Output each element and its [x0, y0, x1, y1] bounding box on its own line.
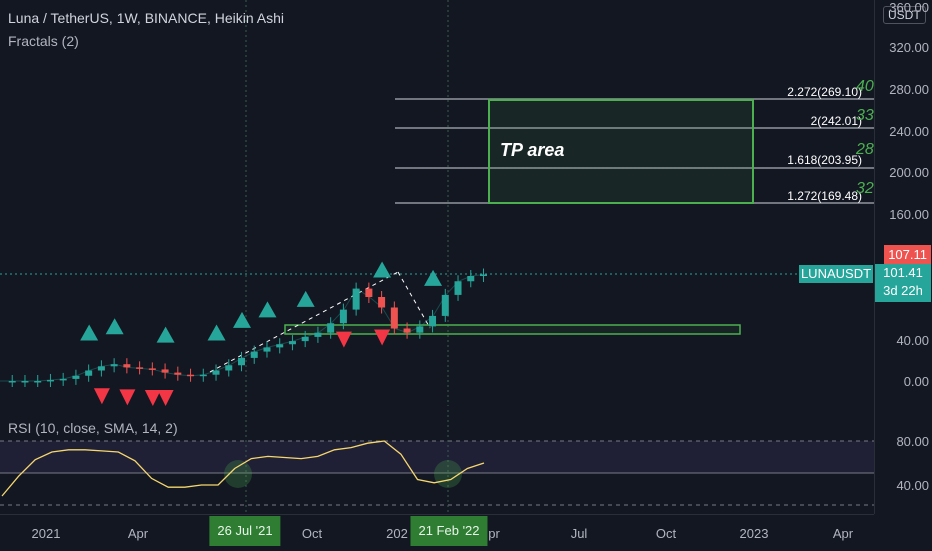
price-label-0: 0.00 [903, 374, 929, 389]
fractal-up-marker [258, 301, 277, 318]
fib-label-1618: 1.618(203.95) [787, 153, 862, 167]
last-price-value: 101.41 [883, 265, 923, 280]
rsi-line-group [1, 440, 485, 497]
rsi-label-40: 40.00 [896, 478, 929, 493]
price-label-40: 40.00 [896, 333, 929, 348]
fib-count-2: 33 [856, 107, 874, 124]
fib-count-4: 32 [856, 180, 874, 197]
price-label-200: 200.00 [889, 165, 929, 180]
fractal-up-marker [80, 324, 99, 341]
fractal-up-marker [156, 326, 175, 343]
fib-label-1272: 1.272(169.48) [787, 189, 862, 203]
chart-title[interactable]: Luna / TetherUS, 1W, BINANCE, Heikin Ash… [8, 10, 284, 26]
fractal-down-marker [119, 389, 136, 406]
rsi-background [0, 410, 874, 514]
fractals-down-group [93, 329, 391, 406]
trend-line-down [397, 271, 431, 329]
fractal-down-marker [335, 331, 352, 348]
last-price-badge: 101.41 3d 22h [875, 264, 931, 302]
fractal-up-marker [424, 269, 443, 286]
fractals-up-group [80, 261, 443, 343]
rsi-line [1, 440, 485, 497]
rsi-highlight-2 [434, 460, 462, 488]
fractal-down-marker [93, 388, 110, 405]
time-label-oct-2: Oct [655, 526, 677, 541]
fractal-up-marker [296, 290, 315, 307]
fib-count-3: 28 [856, 141, 874, 158]
time-label-oct: Oct [301, 526, 323, 541]
fractal-up-marker [207, 324, 226, 341]
rsi-label-80: 80.00 [896, 434, 929, 449]
price-label-160: 160.00 [889, 207, 929, 222]
time-tag-jul21: 26 Jul '21 [209, 516, 281, 546]
time-label-2021: 2021 [31, 526, 61, 541]
main-chart-pane[interactable]: TP area 2.272(269.10) 2(242.01) 1.618(20… [0, 0, 874, 406]
price-label-360: 360.00 [889, 0, 929, 15]
time-tag-feb22: 21 Feb '22 [410, 516, 488, 546]
fractal-up-marker [105, 318, 124, 335]
time-label-apr: Apr [127, 526, 149, 541]
time-label-2022-partial: 202 [386, 526, 408, 541]
rsi-pane[interactable] [0, 410, 874, 514]
fractal-down-marker [144, 390, 161, 406]
price-label-280: 280.00 [889, 82, 929, 97]
price-chart-svg[interactable] [0, 0, 874, 406]
price-label-240: 240.00 [889, 124, 929, 139]
fractal-up-marker [233, 311, 251, 328]
currency-badge[interactable]: USDT [883, 6, 926, 24]
rsi-highlight-1 [224, 460, 252, 488]
rsi-band [0, 441, 874, 473]
fractal-up-marker [373, 261, 392, 278]
rsi-chart-svg[interactable] [0, 410, 874, 514]
tp-area-label: TP area [500, 140, 565, 160]
support-zone-box[interactable] [284, 324, 741, 335]
fib-count-1: 40 [856, 78, 874, 95]
rsi-legend[interactable]: RSI (10, close, SMA, 14, 2) [8, 420, 178, 436]
time-label-apr-partial: pr [488, 526, 500, 541]
time-label-jul: Jul [570, 526, 588, 541]
symbol-tag: LUNAUSDT [799, 265, 873, 283]
fib-label-2: 2(242.01) [810, 114, 862, 128]
indicator-legend-fractals[interactable]: Fractals (2) [8, 33, 79, 49]
time-label-apr-2: Apr [832, 526, 854, 541]
price-label-320: 320.00 [889, 40, 929, 55]
fractal-down-marker [157, 390, 174, 406]
fib-label-2272: 2.272(269.10) [787, 85, 862, 99]
bar-countdown: 3d 22h [883, 283, 923, 298]
candles-group [8, 268, 487, 387]
high-price-badge: 107.11 [884, 245, 931, 264]
time-axis[interactable]: 2021 Apr Oct 202 pr Jul Oct 2023 Apr 26 … [0, 514, 874, 551]
price-axis[interactable]: USDT 360.00 320.00 280.00 240.00 200.00 … [874, 0, 932, 514]
fractal-down-marker [374, 329, 391, 346]
tp-area-box[interactable] [488, 99, 754, 204]
time-label-2023: 2023 [739, 526, 769, 541]
